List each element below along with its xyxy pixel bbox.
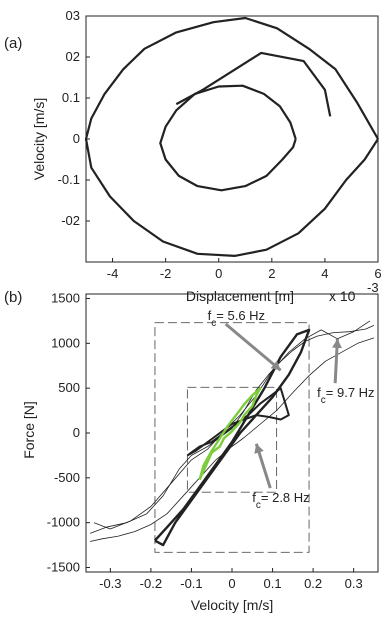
x-tick-label: 0.2 bbox=[304, 576, 322, 591]
annotation-arrow bbox=[224, 322, 282, 372]
y-tick-label: -500 bbox=[54, 470, 80, 485]
y-tick-label: -1000 bbox=[47, 515, 80, 530]
series-line bbox=[154, 328, 311, 547]
series-line bbox=[186, 387, 290, 457]
x-tick-label: -0.1 bbox=[180, 576, 202, 591]
y-tick-label: -0.1 bbox=[58, 172, 80, 187]
dashed-box bbox=[154, 322, 310, 553]
series-line bbox=[89, 325, 375, 534]
chart-b-xlabel: Velocity [m/s] bbox=[191, 597, 273, 613]
chart-b-plot-frame bbox=[85, 293, 379, 573]
annotation-arrowhead bbox=[331, 338, 342, 349]
dashed-box bbox=[186, 386, 278, 493]
series-line bbox=[159, 84, 297, 192]
x-tick-label: 0.1 bbox=[264, 576, 282, 591]
x-tick-label: 2 bbox=[268, 266, 275, 281]
annotation-text: fc= 9.7 Hz bbox=[317, 385, 374, 406]
series-line bbox=[198, 387, 262, 481]
annotation-text: fc= 2.8 Hz bbox=[252, 490, 309, 511]
y-tick-label: 1500 bbox=[51, 290, 80, 305]
series-line bbox=[90, 337, 375, 542]
x-tick-label: 4 bbox=[321, 266, 328, 281]
annotation-text: fc= 5.6 Hz bbox=[208, 308, 265, 329]
chart-a-scale-exp: -3 bbox=[367, 280, 379, 295]
y-tick-label: 500 bbox=[58, 380, 80, 395]
y-tick-label: 1000 bbox=[51, 335, 80, 350]
chart-a-scale-note: x 10 bbox=[329, 288, 356, 304]
annotation-arrowhead bbox=[270, 360, 281, 371]
series-line bbox=[93, 320, 371, 530]
y-tick-label: -02 bbox=[61, 213, 80, 228]
chart-a-ylabel: Velocity [m/s] bbox=[31, 98, 47, 180]
y-tick-label: 0.1 bbox=[62, 90, 80, 105]
x-tick-label: 0 bbox=[228, 576, 235, 591]
x-tick-label: -0.2 bbox=[140, 576, 162, 591]
panel-b-label: (b) bbox=[4, 289, 22, 306]
chart-a-series bbox=[84, 16, 379, 257]
panel-a-label: (a) bbox=[4, 35, 22, 52]
y-tick-label: 03 bbox=[66, 8, 80, 23]
series-line bbox=[175, 51, 332, 117]
x-tick-label: 0.3 bbox=[345, 576, 363, 591]
x-tick-label: -0.3 bbox=[99, 576, 121, 591]
chart-b-ticks: -0.3 -0.2 -0.1 0 0.1 0.2 0.3 1500 1000 500 0 -500 -1… bbox=[47, 290, 363, 591]
x-tick-label: 0 bbox=[215, 266, 222, 281]
chart-a-xlabel: Displacement [m] bbox=[186, 288, 294, 304]
series-line bbox=[84, 16, 379, 257]
annotation-arrowhead bbox=[254, 443, 264, 454]
chart-b-dashed-boxes bbox=[154, 322, 310, 553]
x-tick-label: 6 bbox=[374, 266, 381, 281]
y-tick-label: 0 bbox=[73, 425, 80, 440]
chart-a-plot-frame bbox=[85, 15, 379, 263]
x-tick-label: -4 bbox=[107, 266, 119, 281]
chart-b-series bbox=[89, 320, 375, 547]
y-tick-label: 0 bbox=[73, 131, 80, 146]
y-tick-label: -1500 bbox=[47, 560, 80, 575]
y-tick-label: 02 bbox=[66, 49, 80, 64]
chart-b: (b) -0.3 -0.2 -0.1 0 0.1 0.2 0.3 1500 1000 500 0 -5… bbox=[4, 289, 379, 613]
x-tick-label: -2 bbox=[160, 266, 172, 281]
chart-b-annotations: fc= 5.6 Hz fc= 9.7 Hz fc= 2.8 Hz bbox=[208, 308, 375, 511]
chart-b-ylabel: Force [N] bbox=[21, 401, 37, 459]
